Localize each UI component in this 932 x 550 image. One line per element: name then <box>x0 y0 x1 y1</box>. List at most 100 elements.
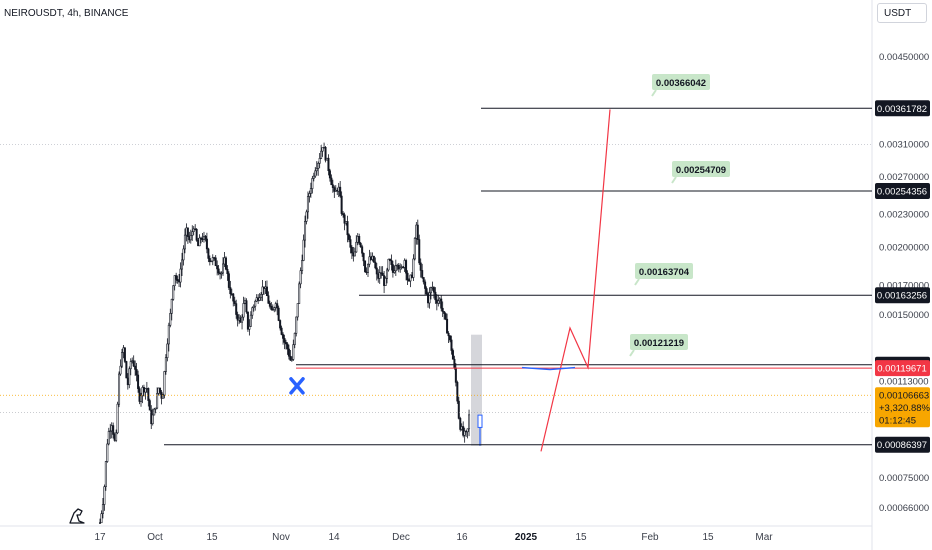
x-tick-label: 14 <box>328 532 340 543</box>
candle-body <box>270 306 273 310</box>
candle-body <box>425 288 428 295</box>
candle-body <box>249 314 252 327</box>
candle-body <box>267 295 270 304</box>
price-badge-text: 0.00254356 <box>877 187 927 198</box>
candle-body <box>222 263 225 274</box>
candle-body <box>328 170 331 179</box>
selection-highlight-box <box>471 334 482 446</box>
candle-body <box>457 400 460 419</box>
candle-body <box>261 286 264 295</box>
candle-body <box>100 513 103 524</box>
y-tick-label: 0.00113000 <box>879 377 929 388</box>
candle-body <box>173 275 176 287</box>
candle-body <box>156 393 159 409</box>
candle-body <box>346 221 349 236</box>
candle-body <box>394 265 397 272</box>
candle-body <box>444 313 447 320</box>
candle-body <box>434 291 437 301</box>
candle-body <box>135 369 138 376</box>
price-badge-text: 0.00163256 <box>877 291 927 302</box>
candle-body <box>216 265 219 270</box>
candle-body <box>163 371 166 396</box>
y-tick-label: 0.00270000 <box>879 172 929 183</box>
candle-body <box>273 307 276 311</box>
candle-body <box>172 285 175 300</box>
x-tick-label: 17 <box>94 532 106 543</box>
candle-body <box>169 313 172 326</box>
projection-label-pointer <box>634 278 640 286</box>
price-badge <box>875 183 930 200</box>
candle-body <box>268 303 271 307</box>
candle-body <box>289 355 292 361</box>
projection-label-bg <box>630 334 688 350</box>
candle-body <box>226 268 229 275</box>
currency-selector[interactable]: USDT <box>877 3 927 23</box>
candle-body <box>302 239 305 261</box>
candle-body <box>342 213 345 216</box>
candle-body <box>466 428 469 433</box>
candle-body <box>153 408 156 416</box>
candle-body <box>205 238 208 250</box>
candle-body <box>166 343 169 358</box>
candle-body <box>306 196 309 213</box>
candle-body <box>115 432 118 441</box>
candle-body <box>109 430 112 432</box>
projection-label-bg <box>652 74 710 90</box>
candle-body <box>412 258 415 278</box>
candle-body <box>364 260 367 273</box>
candle-body <box>236 314 239 321</box>
candle-body <box>217 268 220 274</box>
candle-body <box>258 297 261 301</box>
candle-body <box>299 270 302 285</box>
candle-body <box>317 163 320 169</box>
live-price-text: 0.00106663 <box>879 391 929 402</box>
x-tick-label: Oct <box>147 532 163 543</box>
candle-body <box>167 324 170 345</box>
candle-body <box>104 461 107 487</box>
candle-body <box>309 188 312 194</box>
candle-body <box>350 247 353 254</box>
candle-body <box>312 175 315 179</box>
candle-body <box>388 258 391 261</box>
candle-body <box>340 195 343 214</box>
candle-body <box>384 278 387 286</box>
candle-body <box>324 146 327 161</box>
candle-body <box>454 367 457 383</box>
candle-body <box>463 430 466 436</box>
candle-body <box>372 255 375 263</box>
candle-body <box>422 277 425 283</box>
candle-body <box>413 237 416 260</box>
candle-body <box>308 193 311 197</box>
candle-body <box>387 258 390 271</box>
candle-body <box>208 258 211 262</box>
candle-body <box>287 348 290 357</box>
price-badge <box>875 360 930 377</box>
candle-body <box>242 303 245 318</box>
candle-body <box>251 307 254 316</box>
candle-body <box>99 522 102 524</box>
live-price-badge <box>875 387 930 428</box>
y-tick-label: 0.00450000 <box>879 52 929 63</box>
candle-body <box>101 504 104 515</box>
candle-body <box>349 239 352 248</box>
symbol-title: NEIROUSDT, 4h, BINANCE <box>4 8 129 19</box>
candle-body <box>375 267 378 275</box>
candle-body <box>320 150 323 159</box>
candle-body <box>353 251 356 257</box>
projection-curve <box>521 366 576 371</box>
y-tick-label: 0.00170000 <box>879 281 929 292</box>
candle-body <box>447 332 450 337</box>
candle-body <box>159 387 162 393</box>
candle-body <box>192 228 195 232</box>
candle-body <box>279 320 282 329</box>
candle-body <box>298 283 301 304</box>
candle-body <box>154 407 157 410</box>
candle-body <box>416 224 419 240</box>
x-tick-label: Mar <box>755 532 773 543</box>
candle-body <box>224 257 227 270</box>
candle-body <box>446 318 449 334</box>
candle-body <box>245 300 248 313</box>
price-badge-text: 0.00361782 <box>877 104 927 115</box>
candle-body <box>106 443 109 462</box>
